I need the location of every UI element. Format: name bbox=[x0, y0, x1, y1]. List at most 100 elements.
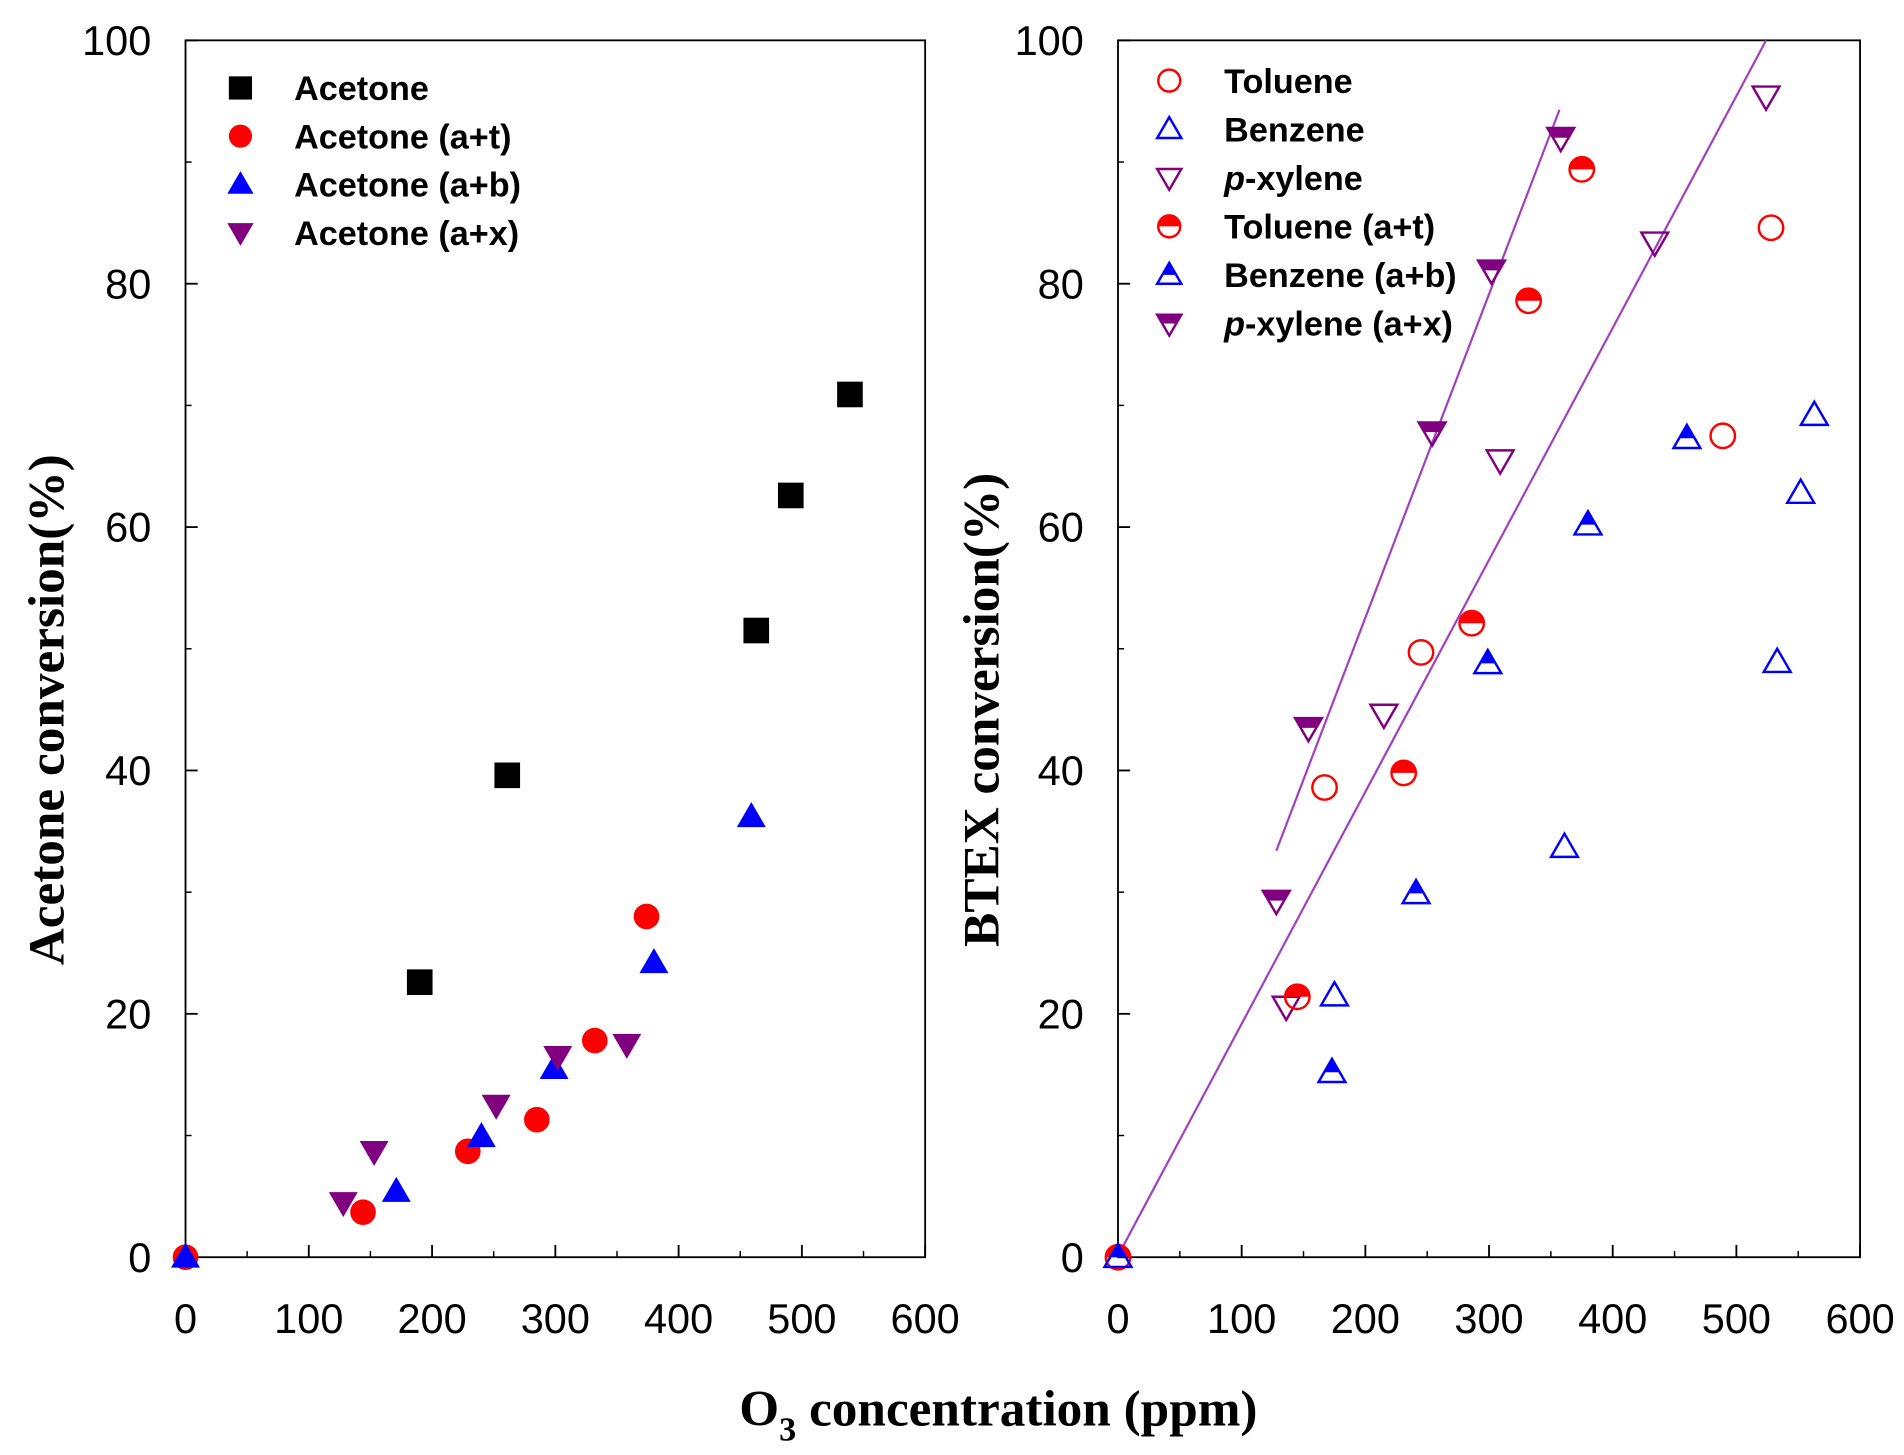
legend-marker bbox=[1155, 313, 1184, 339]
x-tick-label: 0 bbox=[174, 1295, 197, 1342]
y-tick-label: 60 bbox=[1038, 504, 1084, 551]
marker-shape bbox=[406, 969, 433, 996]
x-tick-label: 0 bbox=[1106, 1295, 1129, 1342]
data-point bbox=[1407, 639, 1435, 666]
legend-label: Acetone bbox=[294, 70, 429, 108]
legend-label: Toluene bbox=[1224, 63, 1352, 101]
marker-outline bbox=[1750, 85, 1782, 113]
marker-shape bbox=[581, 1027, 608, 1054]
y-tick-label: 80 bbox=[105, 260, 151, 307]
marker-half-fill bbox=[1480, 649, 1496, 664]
legend-label: Toluene (a+t) bbox=[1224, 209, 1435, 247]
data-point bbox=[466, 1122, 496, 1148]
data-point bbox=[1475, 259, 1508, 287]
data-point bbox=[639, 948, 669, 974]
marker-shape bbox=[736, 802, 766, 828]
marker-half-fill bbox=[1285, 984, 1310, 997]
data-point bbox=[633, 903, 660, 930]
data-point bbox=[777, 482, 804, 509]
marker-shape bbox=[227, 171, 254, 194]
marker-half-fill bbox=[1478, 260, 1505, 271]
y-tick-label: 20 bbox=[105, 990, 151, 1037]
marker-outline bbox=[1155, 167, 1184, 193]
data-point bbox=[1785, 477, 1817, 505]
marker-half-fill bbox=[1295, 718, 1322, 728]
x-tick-label: 100 bbox=[274, 1295, 343, 1342]
data-point bbox=[1102, 1241, 1134, 1269]
marker-shape bbox=[228, 76, 253, 100]
y-tick-label: 60 bbox=[105, 504, 151, 551]
data-point bbox=[1750, 85, 1782, 113]
fit-line bbox=[1119, 39, 1768, 1252]
data-point bbox=[1798, 399, 1830, 427]
data-point bbox=[171, 1242, 201, 1268]
series-p-xylene-a-x- bbox=[1260, 126, 1577, 917]
marker-half-fill bbox=[1547, 127, 1575, 138]
data-point bbox=[1368, 703, 1400, 731]
legend-marker bbox=[228, 124, 253, 148]
y-tick-label: 20 bbox=[1038, 990, 1084, 1037]
fit-line bbox=[1275, 109, 1561, 852]
marker-shape bbox=[777, 482, 804, 509]
marker-outline bbox=[1548, 831, 1581, 859]
data-point bbox=[1458, 609, 1486, 637]
y-tick-label: 0 bbox=[1061, 1234, 1084, 1281]
marker-half-fill bbox=[1679, 424, 1695, 439]
legend-label: p-xylene bbox=[1223, 160, 1363, 198]
marker-half-fill bbox=[1569, 157, 1594, 170]
marker-outline bbox=[1407, 639, 1435, 666]
marker-shape bbox=[227, 223, 254, 246]
legend-marker bbox=[228, 76, 253, 100]
y-tick-label: 100 bbox=[1015, 17, 1084, 64]
data-point bbox=[1545, 126, 1577, 154]
legend-label: Acetone (a+x) bbox=[294, 215, 519, 253]
marker-outline bbox=[1155, 313, 1184, 339]
marker-outline bbox=[1757, 214, 1785, 242]
marker-shape bbox=[543, 1046, 573, 1072]
data-point bbox=[581, 1027, 608, 1054]
series-benzene bbox=[1318, 399, 1830, 1007]
data-point bbox=[381, 1176, 411, 1202]
series-acetone-a-b- bbox=[171, 802, 766, 1268]
series-benzene-a-b- bbox=[1102, 422, 1703, 1269]
x-tick-label: 200 bbox=[1331, 1295, 1400, 1342]
marker-half-fill bbox=[1516, 288, 1541, 301]
data-point bbox=[1400, 877, 1432, 905]
marker-outline bbox=[1155, 260, 1184, 285]
marker-shape bbox=[481, 1094, 511, 1120]
legend-label: Acetone (a+b) bbox=[294, 167, 521, 205]
y-axis-label: BTEX conversion(%) bbox=[953, 473, 1010, 947]
legend-label: p-xylene (a+x) bbox=[1223, 306, 1453, 344]
marker-half-fill bbox=[1162, 262, 1177, 275]
data-point bbox=[328, 1192, 358, 1218]
marker-half-fill bbox=[1158, 215, 1181, 227]
x-tick-label: 500 bbox=[1702, 1295, 1771, 1342]
data-point bbox=[1761, 646, 1793, 674]
marker-shape bbox=[350, 1199, 376, 1225]
marker-shape bbox=[494, 762, 521, 789]
marker-shape bbox=[466, 1122, 496, 1148]
data-point bbox=[1283, 983, 1311, 1011]
legend-marker bbox=[1157, 68, 1182, 93]
series-toluene bbox=[1311, 214, 1785, 801]
data-point bbox=[1639, 231, 1671, 259]
plot-panel-2: 0 100 200 300 400 500 600 0 20 40 60 80 100 BTEX conv… bbox=[953, 17, 1894, 1342]
data-point bbox=[1416, 421, 1448, 449]
marker-shape bbox=[359, 1140, 389, 1166]
x-tick-label: 200 bbox=[397, 1295, 466, 1342]
marker-outline bbox=[1761, 646, 1793, 674]
marker-shape bbox=[837, 381, 863, 408]
data-point bbox=[1311, 774, 1338, 801]
marker-shape bbox=[639, 948, 669, 974]
marker-outline bbox=[1639, 231, 1671, 259]
marker-shape bbox=[228, 124, 253, 148]
data-point bbox=[406, 969, 433, 996]
marker-half-fill bbox=[1580, 511, 1596, 525]
marker-shape bbox=[381, 1176, 411, 1202]
x-tick-label: 600 bbox=[1825, 1295, 1894, 1342]
data-point bbox=[1572, 508, 1604, 536]
data-point bbox=[1484, 449, 1516, 477]
marker-outline bbox=[1157, 68, 1182, 93]
data-point bbox=[1568, 155, 1596, 183]
data-point bbox=[1757, 214, 1785, 242]
